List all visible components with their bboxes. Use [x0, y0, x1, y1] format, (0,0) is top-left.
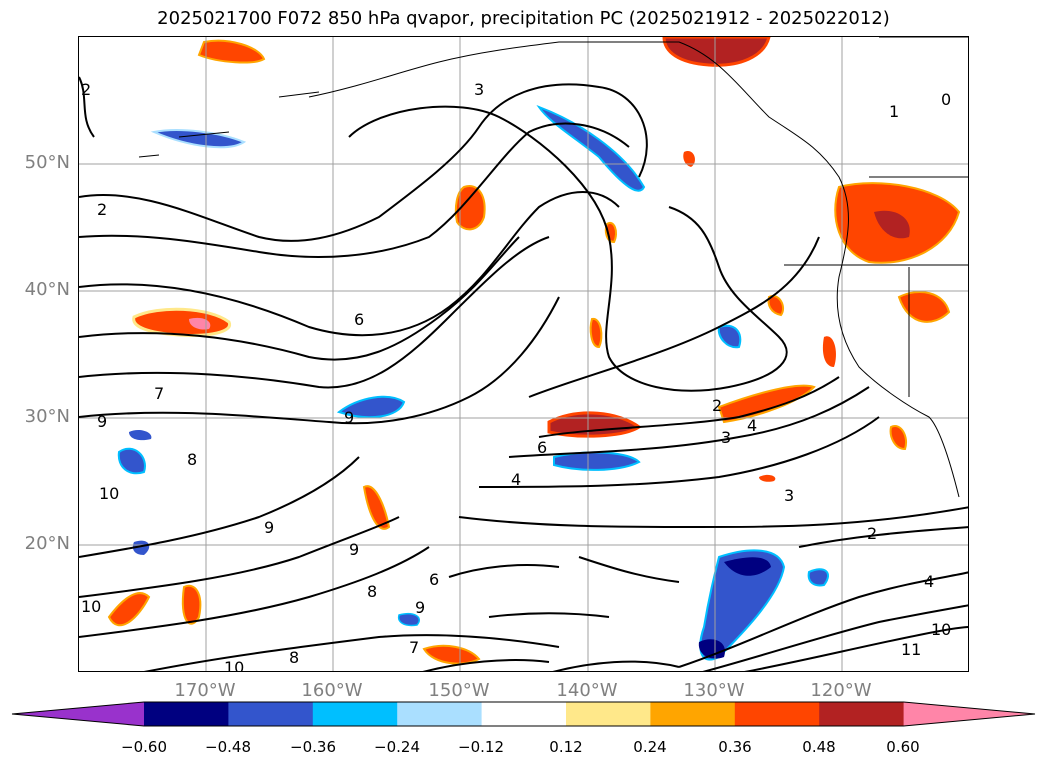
colorbar-cell: [650, 702, 736, 726]
colorbar-tick-label: 0.24: [633, 738, 667, 756]
contour-label: 2: [712, 396, 722, 415]
moisture-contours: [79, 76, 968, 671]
colorbar-cell: [566, 702, 651, 726]
lon-label: 130°W: [683, 680, 745, 701]
colorbar-cell: [481, 702, 567, 726]
contour-label: 10: [931, 620, 951, 639]
contour-label: 7: [409, 638, 419, 657]
lat-label: 30°N: [24, 406, 70, 427]
map-panel: 2 3 1 0 2 6 7 9 9 8 10 10 9 6 4 2 3 4 3 …: [78, 36, 969, 672]
colorbar-extend-high: [903, 702, 1035, 726]
colorbar-tick-label: 0.12: [549, 738, 583, 756]
colorbar-cell: [144, 702, 229, 726]
contour-label: 7: [154, 384, 164, 403]
contour-label: 2: [81, 80, 91, 99]
contour-label: 9: [264, 518, 274, 537]
contour-label: 9: [349, 540, 359, 559]
contour-label: 10: [81, 597, 101, 616]
colorbar-tick-label: −0.60: [121, 738, 167, 756]
contour-label: 0: [941, 90, 951, 109]
lon-label: 120°W: [810, 680, 872, 701]
colorbar-cell: [228, 702, 314, 726]
contour-label: 6: [354, 310, 364, 329]
contour-label: 9: [344, 408, 354, 427]
colorbar-cell: [734, 702, 820, 726]
colorbar-outline: [11, 701, 1036, 727]
contour-label: 10: [99, 484, 119, 503]
contour-label: 2: [97, 200, 107, 219]
lon-label: 170°W: [174, 680, 236, 701]
contour-label: 3: [784, 486, 794, 505]
contour-label: 6: [429, 570, 439, 589]
contour-label: 8: [187, 450, 197, 469]
colorbar-extend-low: [12, 702, 144, 726]
contour-labels: 2 3 1 0 2 6 7 9 9 8 10 10 9 6 4 2 3 4 3 …: [81, 80, 951, 672]
colorbar-tick-label: 0.48: [802, 738, 836, 756]
lon-label: 140°W: [556, 680, 618, 701]
colorbar-tick-label: 0.36: [718, 738, 752, 756]
contour-label: 4: [747, 416, 757, 435]
colorbar: [11, 701, 1036, 727]
contour-label: 11: [901, 640, 921, 659]
contour-label: 8: [367, 582, 377, 601]
contour-label: 4: [511, 470, 521, 489]
map-canvas: 2 3 1 0 2 6 7 9 9 8 10 10 9 6 4 2 3 4 3 …: [79, 37, 968, 672]
lon-label: 160°W: [301, 680, 363, 701]
contour-label: 10: [224, 658, 244, 672]
colorbar-tick-label: −0.12: [458, 738, 504, 756]
lat-label: 40°N: [24, 279, 70, 300]
contour-label: 3: [474, 80, 484, 99]
colorbar-cell: [819, 702, 905, 726]
lat-label: 20°N: [24, 533, 70, 554]
contour-label: 6: [537, 438, 547, 457]
colorbar-tick-label: −0.36: [290, 738, 336, 756]
colorbar-cell: [312, 702, 398, 726]
colorbar-cell: [397, 702, 483, 726]
precip-positive-areas: [107, 37, 961, 665]
contour-label: 3: [721, 428, 731, 447]
coastline: [138, 37, 968, 498]
contour-label: 9: [97, 412, 107, 431]
contour-label: 4: [924, 572, 934, 591]
contour-label: 2: [867, 524, 877, 543]
contour-label: 8: [289, 648, 299, 667]
colorbar-tick-label: 0.60: [886, 738, 920, 756]
contour-label: 1: [889, 102, 899, 121]
lon-label: 150°W: [428, 680, 490, 701]
colorbar-tick-label: −0.48: [205, 738, 251, 756]
contour-label: 9: [415, 598, 425, 617]
map-title: 2025021700 F072 850 hPa qvapor, precipit…: [157, 8, 890, 29]
lat-label: 50°N: [24, 152, 70, 173]
colorbar-tick-label: −0.24: [374, 738, 420, 756]
graticule: [79, 37, 968, 671]
